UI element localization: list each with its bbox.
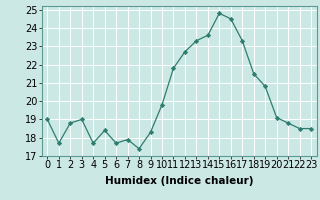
X-axis label: Humidex (Indice chaleur): Humidex (Indice chaleur) [105, 176, 253, 186]
